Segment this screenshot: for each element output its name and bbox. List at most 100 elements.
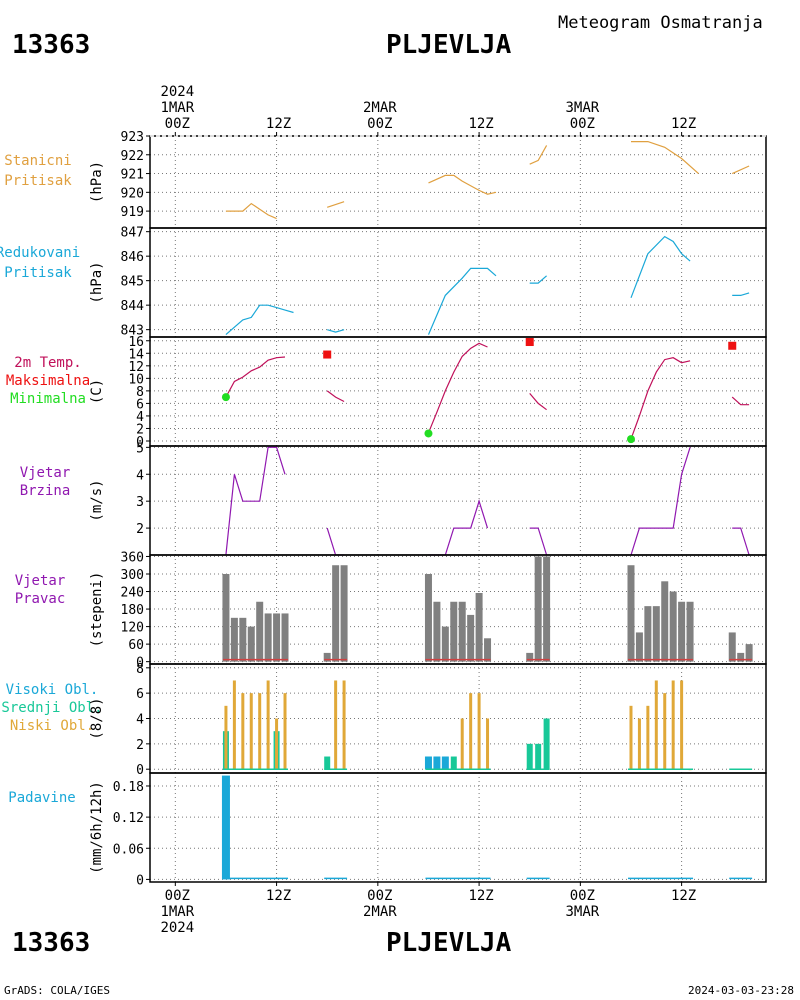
wind-direction-bar	[340, 565, 348, 662]
series-line	[529, 145, 548, 165]
y-tick-label: 10	[128, 372, 144, 387]
wind-direction-bar	[644, 606, 652, 662]
y-tick-label: 923	[121, 130, 144, 145]
y-tick-label: 0	[136, 763, 144, 778]
y-tick-label: 844	[121, 299, 145, 314]
wind-direction-bar	[484, 638, 492, 662]
cloud-bar	[334, 680, 338, 770]
series-line	[225, 304, 294, 336]
y-tick-label: 0	[136, 435, 144, 450]
y-axis-unit: (hPa)	[89, 261, 105, 303]
panel-label: Redukovani	[0, 245, 80, 261]
time-label-bottom: 2024	[160, 920, 194, 936]
cloud-bar	[486, 718, 490, 770]
y-tick-label: 0.12	[113, 811, 144, 826]
wind-direction-bar	[264, 613, 272, 662]
cloud-bar	[469, 693, 473, 770]
time-label-bottom: 1MAR	[160, 904, 194, 920]
cloud-bar	[433, 756, 441, 770]
series-line	[630, 447, 691, 556]
y-tick-label: 846	[121, 250, 144, 265]
y-tick-label: 2	[136, 738, 144, 753]
y-tick-label: 5	[136, 441, 144, 456]
wind-direction-bar	[256, 601, 264, 662]
wind-direction-bar	[424, 573, 432, 662]
y-tick-label: 6	[136, 397, 144, 412]
time-label-top: 00Z	[165, 116, 190, 132]
series-line	[529, 393, 547, 411]
cloud-bar	[441, 756, 449, 770]
panel-label: Pritisak	[4, 265, 72, 281]
time-label-bottom: 12Z	[468, 888, 493, 904]
panel-label: Stanicni	[4, 153, 71, 169]
wind-direction-bar	[475, 592, 483, 662]
y-tick-label: 2	[136, 522, 144, 537]
station-id-top: 13363	[12, 30, 91, 60]
y-tick-label: 919	[121, 205, 144, 220]
y-axis-unit: (mm/6h/12h)	[89, 781, 105, 874]
cloud-bar	[258, 693, 262, 770]
y-tick-label: 0	[136, 873, 144, 888]
cloud-bar	[249, 693, 253, 770]
series-line	[225, 202, 277, 220]
time-label-bottom: 00Z	[570, 888, 595, 904]
time-label-top: 3MAR	[565, 100, 599, 116]
wind-direction-bar	[661, 581, 669, 662]
temp-min-marker	[626, 435, 635, 444]
series-line	[427, 342, 488, 434]
cloud-bar	[460, 718, 464, 770]
wind-direction-bar	[728, 632, 736, 662]
time-label-top: 00Z	[570, 116, 595, 132]
cloud-bar	[324, 756, 331, 770]
series-line	[225, 356, 286, 398]
panel-label: Pritisak	[4, 173, 72, 189]
wind-direction-bar	[534, 556, 542, 662]
y-tick-label: 120	[121, 621, 144, 636]
wind-direction-bar	[273, 613, 281, 662]
series-line	[731, 165, 750, 175]
y-tick-label: 6	[136, 687, 144, 702]
panel-label: Niski Obl.	[10, 718, 94, 734]
y-tick-label: 0.06	[113, 842, 144, 857]
panel-label: Visoki Obl.	[6, 682, 99, 698]
panel-label: Padavine	[8, 790, 75, 806]
y-tick-label: 920	[121, 186, 144, 201]
y-tick-label: 843	[121, 324, 144, 339]
time-label-bottom: 3MAR	[565, 904, 599, 920]
y-tick-label: 300	[121, 568, 144, 583]
panel-label: 2m Temp.	[14, 355, 81, 371]
series-line	[326, 390, 345, 403]
series-line	[327, 329, 345, 333]
y-axis-unit: (C)	[89, 379, 105, 404]
panel-label: Minimalna	[10, 391, 86, 407]
cloud-bar	[663, 693, 667, 770]
cloud-bar	[680, 680, 684, 770]
panel-label: Maksimalna	[6, 373, 90, 389]
time-label-bottom: 00Z	[165, 888, 190, 904]
cloud-bar	[266, 680, 270, 770]
cloud-bar	[275, 718, 279, 770]
series-line	[732, 292, 750, 296]
wind-direction-bar	[543, 556, 551, 662]
wind-direction-bar	[669, 591, 677, 662]
wind-direction-bar	[458, 601, 466, 662]
wind-direction-bar	[686, 601, 694, 662]
cloud-bar	[241, 693, 245, 770]
wind-direction-bar	[745, 644, 753, 662]
series-line	[529, 527, 548, 556]
series-line	[631, 141, 699, 175]
cloud-bar	[526, 743, 533, 770]
series-line	[225, 446, 286, 556]
time-label-top: 1MAR	[160, 100, 194, 116]
time-label-top: 12Z	[266, 116, 291, 132]
y-tick-label: 847	[121, 226, 144, 241]
time-label-top: 12Z	[671, 116, 696, 132]
cloud-bar	[543, 718, 550, 770]
time-label-top: 2024	[160, 84, 194, 100]
cloud-bar	[535, 743, 542, 770]
cloud-bar	[671, 680, 675, 770]
y-axis-unit: (hPa)	[89, 161, 105, 203]
temp-min-marker	[424, 429, 433, 438]
wind-direction-bar	[239, 617, 247, 662]
